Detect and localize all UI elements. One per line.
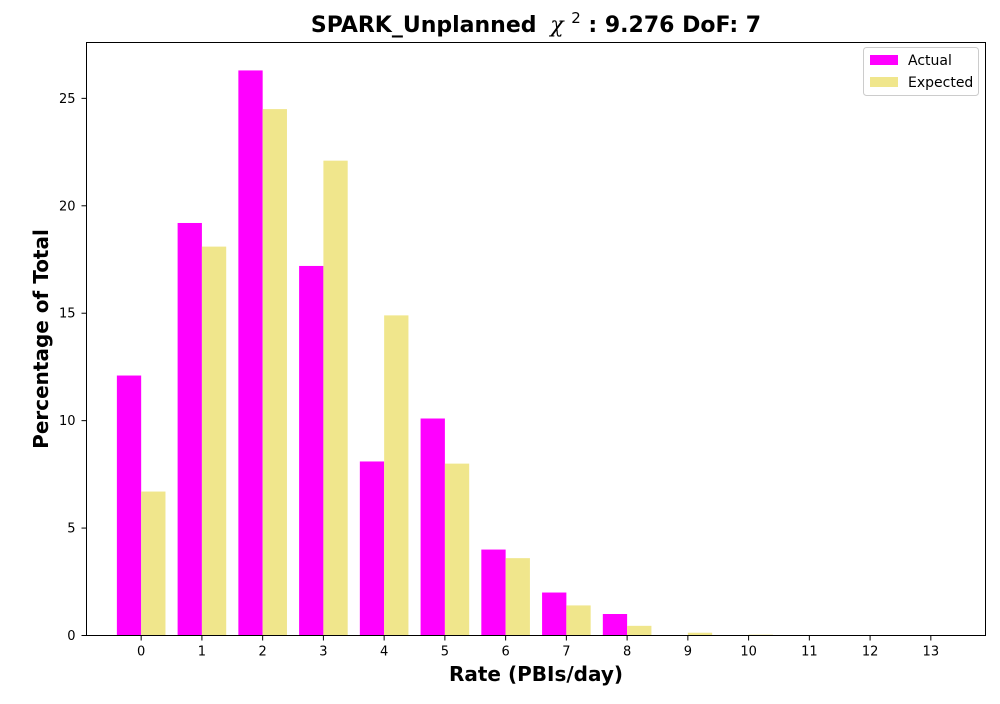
y-tick-label: 0 — [67, 629, 75, 644]
bar-expected-2 — [263, 109, 287, 635]
bar-actual-3 — [299, 266, 323, 636]
chart-title: SPARK_Unplanned χ 2 : 9.276 DoF: 7 — [311, 4, 761, 38]
x-tick-label: 12 — [862, 645, 879, 660]
bars-layer — [117, 70, 834, 635]
x-tick-label: 3 — [319, 645, 327, 660]
y-tick-label: 10 — [59, 414, 76, 429]
x-tick-label: 4 — [380, 645, 388, 660]
bar-expected-3 — [323, 161, 347, 636]
x-tick-label: 9 — [684, 645, 692, 660]
y-tick-label: 15 — [59, 307, 76, 322]
legend-swatch-actual — [870, 55, 898, 65]
bar-expected-7 — [566, 605, 590, 635]
bar-actual-0 — [117, 376, 141, 636]
legend-label-actual: Actual — [908, 53, 952, 69]
x-tick-label: 6 — [501, 645, 509, 660]
bar-actual-7 — [542, 593, 566, 636]
legend-swatch-expected — [870, 77, 898, 87]
x-tick-label: 13 — [923, 645, 940, 660]
x-tick-label: 2 — [259, 645, 267, 660]
y-tick-label: 25 — [59, 92, 76, 107]
y-axis-label: Percentage of Total — [29, 229, 53, 449]
chart-title-main: SPARK_Unplanned — [311, 13, 537, 38]
x-tick-label: 7 — [562, 645, 570, 660]
bar-actual-4 — [360, 461, 384, 635]
chart-title-chi-exponent: 2 — [571, 9, 581, 27]
chart-title-chi-symbol: χ — [548, 13, 565, 38]
bar-actual-6 — [481, 550, 505, 636]
x-tick-label: 1 — [198, 645, 206, 660]
legend: Actual Expected — [864, 48, 979, 96]
bar-expected-4 — [384, 315, 408, 635]
y-tick-label: 5 — [67, 522, 75, 537]
x-tick-label: 0 — [137, 645, 145, 660]
x-tick-label: 11 — [801, 645, 818, 660]
x-tick-label: 8 — [623, 645, 631, 660]
bar-expected-0 — [141, 492, 165, 636]
bar-expected-5 — [445, 464, 469, 636]
bar-expected-1 — [202, 247, 226, 636]
x-tick-label: 10 — [740, 645, 757, 660]
bar-expected-6 — [506, 558, 530, 635]
bar-actual-5 — [421, 419, 445, 636]
x-axis-label: Rate (PBIs/day) — [449, 662, 623, 686]
legend-label-expected: Expected — [908, 75, 973, 91]
bar-actual-1 — [178, 223, 202, 636]
bar-expected-8 — [627, 626, 651, 636]
y-tick-label: 20 — [59, 199, 76, 214]
chart-title-suffix: : 9.276 DoF: 7 — [588, 13, 761, 38]
x-tick-label: 5 — [441, 645, 449, 660]
bar-actual-8 — [603, 614, 627, 635]
bar-actual-2 — [238, 70, 262, 635]
